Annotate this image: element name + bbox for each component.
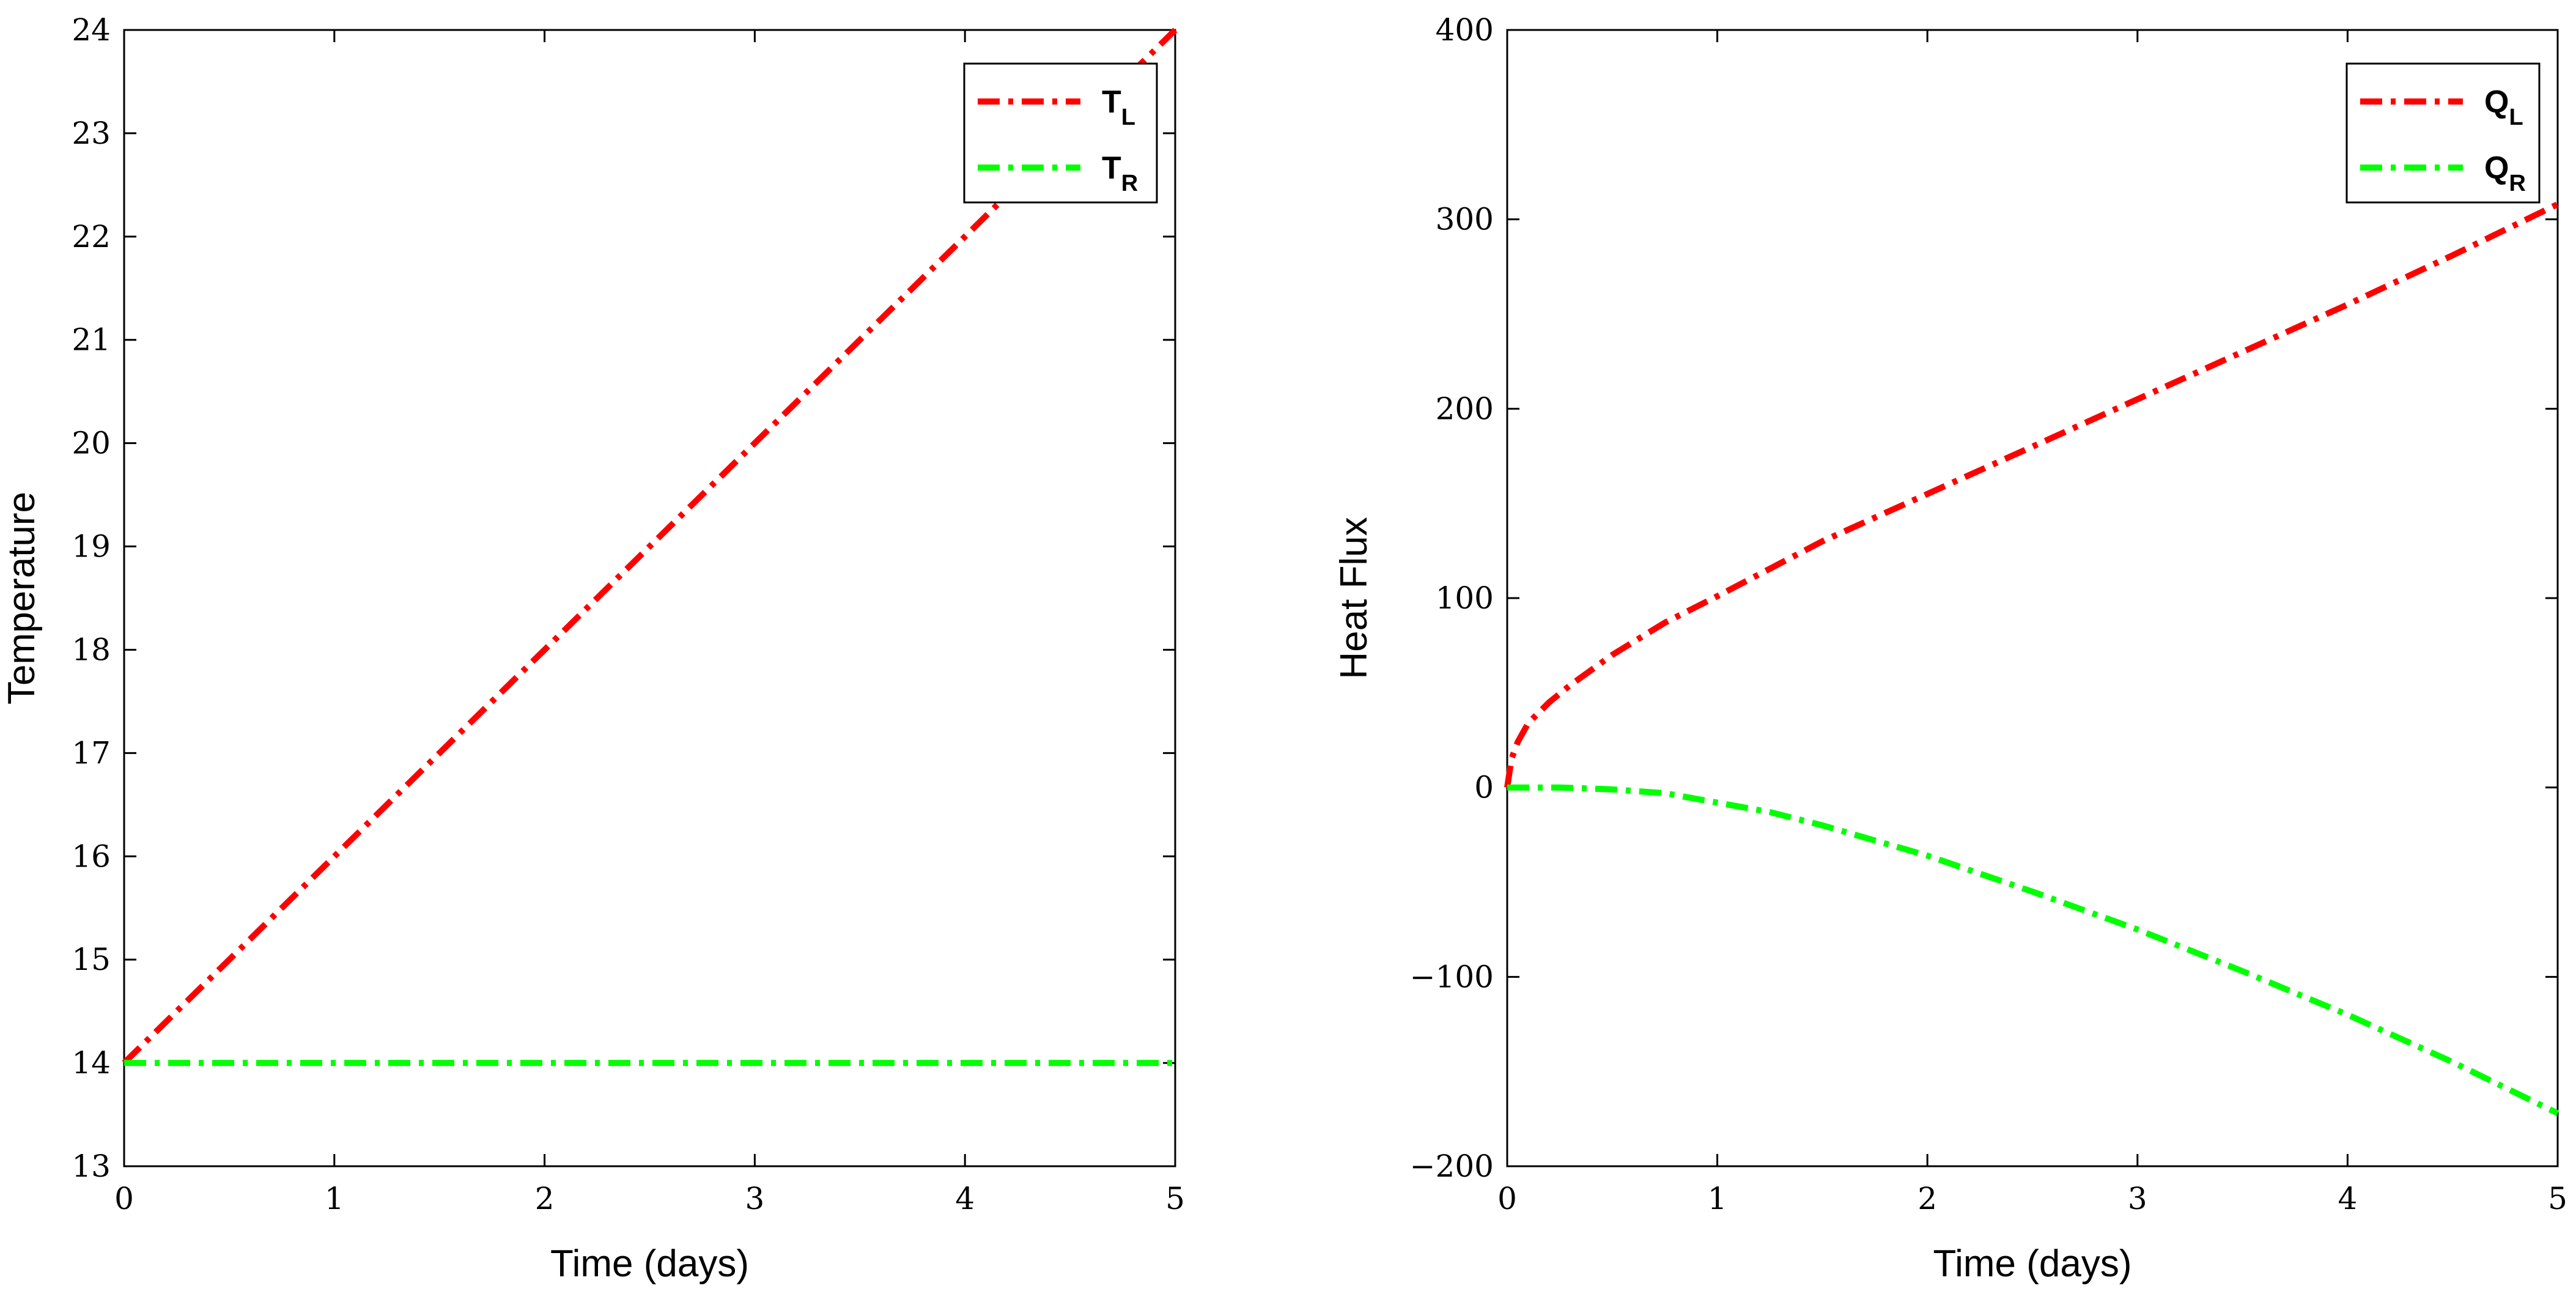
y-tick-label: 200 xyxy=(1436,391,1494,426)
y-tick-label: 14 xyxy=(72,1045,111,1081)
y-axis-label: Temperature xyxy=(1,492,43,705)
legend-box xyxy=(2345,62,2541,204)
y-tick-label: 100 xyxy=(1436,580,1494,616)
x-tick-label: 0 xyxy=(1497,1181,1517,1216)
legend-box xyxy=(963,62,1158,204)
x-tick-label: 3 xyxy=(745,1181,764,1216)
y-tick-label: 19 xyxy=(72,529,111,564)
series-line-q-r xyxy=(1507,784,2559,1116)
y-tick-label: 16 xyxy=(72,838,111,874)
x-tick-label: 4 xyxy=(2338,1181,2357,1216)
x-tick-label: 5 xyxy=(1165,1181,1185,1216)
heat-flux-plot: 0 1 2 3 4 5 −200 −100 0 100 200 300 400 Time (days) He… xyxy=(1333,12,2567,1285)
x-axis-label: Time (days) xyxy=(550,1243,749,1285)
y-tick-label: 15 xyxy=(72,942,111,977)
y-tick-label: 20 xyxy=(72,426,111,461)
y-tick-label: 0 xyxy=(1474,770,1494,805)
y-tick-label: 300 xyxy=(1436,202,1494,237)
x-tick-label: 2 xyxy=(535,1181,555,1216)
x-tick-label: 4 xyxy=(955,1181,975,1216)
plot-frame xyxy=(123,29,1176,1167)
x-tick-label: 5 xyxy=(2548,1181,2567,1216)
x-tick-label: 2 xyxy=(1917,1181,1937,1216)
y-tick-label: 23 xyxy=(72,116,111,151)
y-tick-label: 24 xyxy=(72,12,111,48)
series-line-t-l xyxy=(122,28,1178,1065)
y-tick-label: 21 xyxy=(72,322,111,358)
x-tick-label: 1 xyxy=(325,1181,344,1216)
x-tick-label: 0 xyxy=(114,1181,134,1216)
series-line-q-l xyxy=(1504,201,2559,788)
x-axis-label: Time (days) xyxy=(1933,1243,2132,1285)
y-axis-label: Heat Flux xyxy=(1333,517,1375,679)
x-tick-label: 3 xyxy=(2128,1181,2147,1216)
y-tick-label: 22 xyxy=(72,219,111,254)
y-tick-label: −200 xyxy=(1410,1148,1494,1184)
y-tick-label: 17 xyxy=(72,735,111,771)
y-tick-label: −100 xyxy=(1410,959,1494,994)
y-tick-label: 400 xyxy=(1436,12,1494,48)
x-tick-label: 1 xyxy=(1708,1181,1727,1216)
legend-entry: TR xyxy=(1102,150,1138,196)
y-tick-label: 18 xyxy=(72,632,111,667)
y-tick-label: 13 xyxy=(72,1148,111,1184)
